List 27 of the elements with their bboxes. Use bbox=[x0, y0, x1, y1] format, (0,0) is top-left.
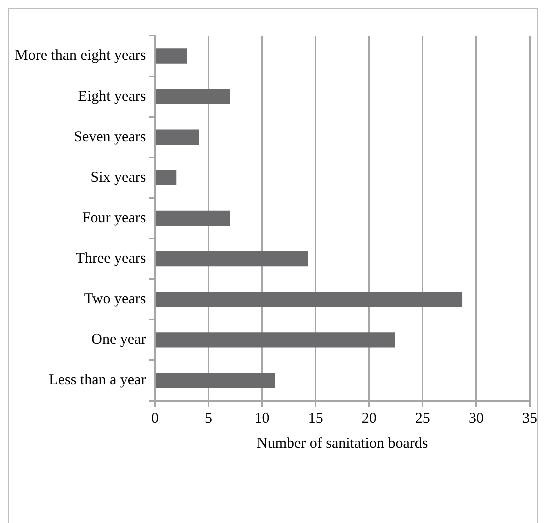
bar bbox=[156, 373, 276, 388]
bar bbox=[156, 48, 188, 64]
x-tick-label: 35 bbox=[522, 410, 538, 427]
y-tick-label: Four years bbox=[82, 210, 146, 226]
bar bbox=[156, 130, 200, 145]
x-tick-label: 30 bbox=[468, 410, 484, 427]
y-tick-label: Seven years bbox=[74, 129, 146, 146]
bar bbox=[156, 210, 230, 226]
bar bbox=[156, 332, 396, 348]
x-axis-title: Number of sanitation boards bbox=[256, 436, 428, 452]
y-tick-label: One year bbox=[92, 332, 146, 348]
y-tick-label: Two years bbox=[84, 292, 146, 308]
bar bbox=[156, 89, 230, 104]
y-tick-label: Less than a year bbox=[49, 372, 146, 389]
bar bbox=[156, 251, 308, 267]
bar bbox=[156, 292, 463, 308]
y-tick-label: Eight years bbox=[78, 88, 146, 105]
x-tick-label: 15 bbox=[308, 410, 324, 427]
x-tick-label: 20 bbox=[362, 410, 377, 427]
x-tick-label: 25 bbox=[415, 410, 430, 427]
y-tick-label: More than eight years bbox=[14, 48, 146, 64]
y-tick-label: Three years bbox=[76, 250, 146, 267]
x-tick-label: 5 bbox=[205, 410, 212, 427]
x-tick-label: 10 bbox=[254, 410, 270, 427]
y-tick-label: Six years bbox=[90, 170, 146, 186]
bar bbox=[156, 170, 177, 186]
x-tick-label: 0 bbox=[151, 410, 159, 427]
